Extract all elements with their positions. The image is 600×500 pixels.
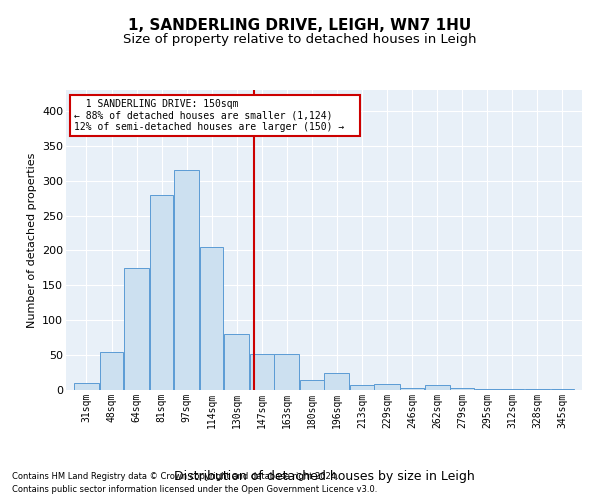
Bar	[124, 268, 149, 390]
Bar	[551, 388, 574, 390]
Bar	[100, 352, 123, 390]
Bar	[400, 388, 424, 390]
Text: Size of property relative to detached houses in Leigh: Size of property relative to detached ho…	[123, 32, 477, 46]
Bar	[325, 372, 349, 390]
Bar	[374, 384, 400, 390]
Text: Contains public sector information licensed under the Open Government Licence v3: Contains public sector information licen…	[12, 485, 377, 494]
Bar	[451, 388, 474, 390]
Y-axis label: Number of detached properties: Number of detached properties	[26, 152, 37, 328]
X-axis label: Distribution of detached houses by size in Leigh: Distribution of detached houses by size …	[173, 470, 475, 482]
Bar	[475, 388, 500, 390]
Bar	[350, 385, 374, 390]
Bar	[250, 354, 274, 390]
Text: Contains HM Land Registry data © Crown copyright and database right 2024.: Contains HM Land Registry data © Crown c…	[12, 472, 338, 481]
Bar	[425, 385, 449, 390]
Bar	[224, 334, 249, 390]
Bar	[500, 388, 524, 390]
Text: 1, SANDERLING DRIVE, LEIGH, WN7 1HU: 1, SANDERLING DRIVE, LEIGH, WN7 1HU	[128, 18, 472, 32]
Bar	[274, 354, 299, 390]
Bar	[174, 170, 199, 390]
Bar	[200, 247, 223, 390]
Bar	[525, 388, 550, 390]
Text: 1 SANDERLING DRIVE: 150sqm
← 88% of detached houses are smaller (1,124)
12% of s: 1 SANDERLING DRIVE: 150sqm ← 88% of deta…	[74, 99, 356, 132]
Bar	[300, 380, 323, 390]
Bar	[74, 383, 99, 390]
Bar	[150, 194, 173, 390]
